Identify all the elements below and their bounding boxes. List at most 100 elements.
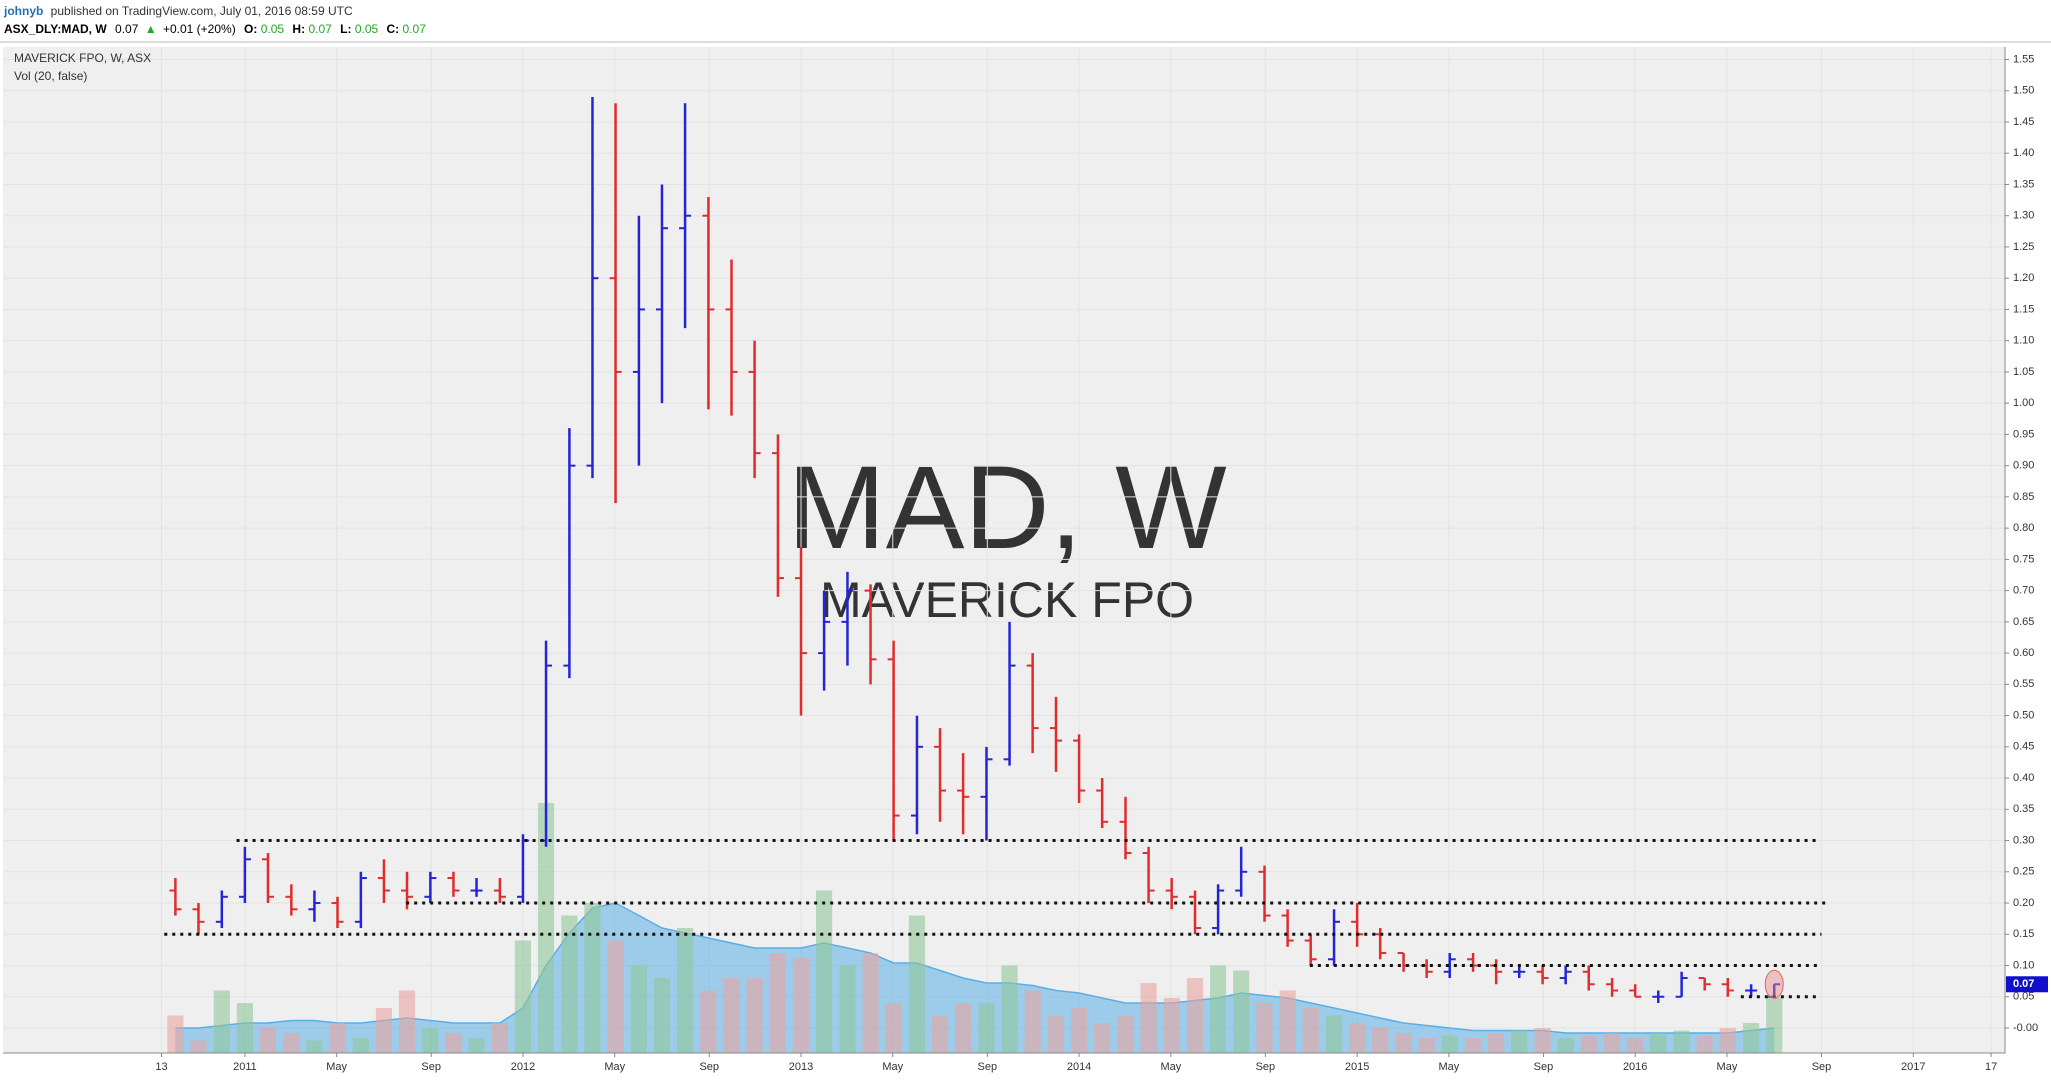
volume-bar bbox=[283, 1033, 300, 1053]
o-value: 0.05 bbox=[261, 22, 285, 36]
x-tick-label: 2015 bbox=[1345, 1061, 1369, 1073]
y-tick-label: 0.95 bbox=[2013, 428, 2034, 440]
legend-title: MAVERICK FPO, W, ASX bbox=[14, 51, 151, 65]
volume-bar bbox=[1557, 1038, 1574, 1053]
y-tick-label: 1.35 bbox=[2013, 178, 2034, 190]
y-tick-label: 0.70 bbox=[2013, 585, 2034, 597]
volume-bar bbox=[1743, 1023, 1760, 1053]
volume-bar bbox=[1047, 1015, 1065, 1053]
y-tick-label: 0.90 bbox=[2013, 460, 2034, 472]
volume-bar bbox=[931, 1015, 949, 1053]
volume-bar bbox=[1302, 1008, 1319, 1053]
volume-bar bbox=[213, 990, 230, 1053]
y-tick-label: 1.20 bbox=[2013, 272, 2034, 284]
y-tick-label: 1.55 bbox=[2013, 53, 2034, 65]
volume-bar bbox=[839, 965, 856, 1053]
y-tick-label: 0.60 bbox=[2013, 647, 2034, 659]
volume-bar bbox=[1140, 983, 1157, 1053]
volume-bar bbox=[1186, 978, 1204, 1053]
y-tick-label: 0.65 bbox=[2013, 616, 2034, 628]
y-tick-label: 0.55 bbox=[2013, 678, 2034, 690]
volume-bar bbox=[584, 903, 601, 1053]
volume-bar bbox=[1719, 1028, 1736, 1053]
y-tick-label: 1.10 bbox=[2013, 335, 2034, 347]
highlight-circle bbox=[1764, 969, 1784, 999]
volume-bar bbox=[1279, 990, 1296, 1053]
volume-bar bbox=[491, 1023, 508, 1053]
y-tick-label: 0.35 bbox=[2013, 803, 2034, 815]
x-tick-label: May bbox=[326, 1061, 347, 1073]
y-tick-label: 1.50 bbox=[2013, 85, 2034, 97]
volume-bar bbox=[422, 1028, 439, 1053]
x-tick-label: 13 bbox=[155, 1061, 167, 1073]
volume-bar bbox=[816, 890, 833, 1053]
volume-bar bbox=[1163, 998, 1180, 1053]
volume-bar bbox=[792, 958, 810, 1053]
volume-bar bbox=[1325, 1015, 1343, 1053]
volume-bar bbox=[468, 1038, 485, 1053]
volume-bar bbox=[1511, 1030, 1528, 1053]
symbol-line: ASX_DLY:MAD, W 0.07 ▲ +0.01 (+20%) O: 0.… bbox=[4, 22, 426, 36]
volume-bar bbox=[746, 978, 763, 1053]
x-tick-label: 2012 bbox=[511, 1061, 535, 1073]
x-tick-label: Sep bbox=[1256, 1061, 1276, 1073]
x-tick-label: 2016 bbox=[1623, 1061, 1647, 1073]
y-tick-label: 0.10 bbox=[2013, 959, 2034, 971]
header-line: johnyb published on TradingView.com, Jul… bbox=[3, 4, 353, 18]
last-price-box bbox=[2006, 976, 2048, 993]
last: 0.07 bbox=[115, 22, 139, 36]
indicator-label: Vol (20, false) bbox=[14, 69, 87, 83]
h-label: H: bbox=[292, 22, 305, 36]
watermark: MAD, W bbox=[787, 442, 1226, 574]
volume-bar bbox=[885, 1003, 902, 1053]
volume-bar bbox=[190, 1040, 207, 1053]
x-tick-label: May bbox=[1160, 1061, 1181, 1073]
y-tick-label: 1.45 bbox=[2013, 116, 2034, 128]
volume-bar bbox=[1094, 1023, 1111, 1053]
y-tick-label: 0.05 bbox=[2013, 991, 2034, 1003]
last-price-label: 0.07 bbox=[2013, 978, 2034, 990]
volume-bar bbox=[1372, 1028, 1389, 1053]
volume-bar bbox=[1024, 990, 1041, 1053]
l-value: 0.05 bbox=[355, 22, 379, 36]
volume-bar bbox=[1117, 1015, 1134, 1053]
y-tick-label: 1.15 bbox=[2013, 303, 2034, 315]
y-tick-label: 1.40 bbox=[2013, 147, 2034, 159]
volume-bar bbox=[1418, 1038, 1435, 1053]
volume-bar bbox=[1534, 1028, 1551, 1053]
y-tick-label: 0.25 bbox=[2013, 866, 2034, 878]
y-tick-label: 0.40 bbox=[2013, 772, 2034, 784]
y-tick-label: 0.15 bbox=[2013, 928, 2034, 940]
volume-bar bbox=[329, 1023, 346, 1053]
volume-bar bbox=[700, 990, 717, 1053]
published: published on TradingView.com, July 01, 2… bbox=[51, 4, 353, 18]
volume-bar bbox=[1604, 1033, 1621, 1053]
volume-bar bbox=[561, 915, 578, 1053]
y-tick-label: -0.00 bbox=[2013, 1022, 2038, 1034]
x-tick-label: May bbox=[604, 1061, 625, 1073]
volume-bar bbox=[167, 1015, 184, 1053]
volume-bar bbox=[1001, 965, 1018, 1053]
y-tick-label: 0.30 bbox=[2013, 834, 2034, 846]
h-value: 0.07 bbox=[308, 22, 332, 36]
y-tick-label: 0.80 bbox=[2013, 522, 2034, 534]
volume-bar bbox=[908, 915, 926, 1053]
volume-bar bbox=[445, 1033, 462, 1053]
x-tick-label: 2017 bbox=[1901, 1061, 1925, 1073]
volume-bar bbox=[1650, 1033, 1667, 1053]
y-tick-label: 1.25 bbox=[2013, 241, 2034, 253]
volume-bar bbox=[537, 803, 555, 1053]
x-tick-label: 2014 bbox=[1067, 1061, 1091, 1073]
x-axis-panel bbox=[0, 1053, 2051, 1081]
x-tick-label: 2013 bbox=[789, 1061, 813, 1073]
volume-bar bbox=[1395, 1033, 1412, 1053]
volume-bar bbox=[630, 965, 647, 1053]
volume-bar bbox=[1673, 1030, 1690, 1053]
volume-bar bbox=[306, 1040, 323, 1053]
x-tick-label: May bbox=[882, 1061, 903, 1073]
x-tick-label: May bbox=[1438, 1061, 1459, 1073]
y-tick-label: 1.30 bbox=[2013, 210, 2034, 222]
c-value: 0.07 bbox=[403, 22, 427, 36]
x-tick-label: Sep bbox=[1534, 1061, 1554, 1073]
author[interactable]: johnyb bbox=[3, 4, 43, 18]
